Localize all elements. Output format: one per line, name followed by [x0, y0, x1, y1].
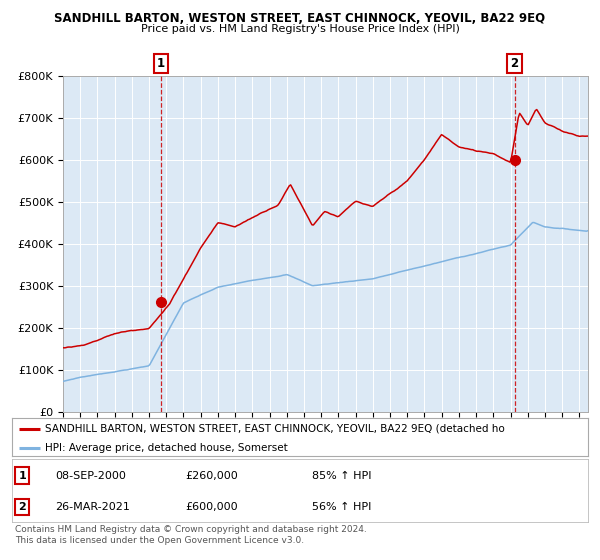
Text: 1: 1: [19, 470, 26, 480]
Text: SANDHILL BARTON, WESTON STREET, EAST CHINNOCK, YEOVIL, BA22 9EQ: SANDHILL BARTON, WESTON STREET, EAST CHI…: [55, 12, 545, 25]
Text: £260,000: £260,000: [185, 470, 238, 480]
Text: 1: 1: [157, 57, 165, 70]
Text: HPI: Average price, detached house, Somerset: HPI: Average price, detached house, Some…: [45, 443, 287, 453]
Text: 08-SEP-2000: 08-SEP-2000: [55, 470, 126, 480]
Text: 56% ↑ HPI: 56% ↑ HPI: [311, 502, 371, 512]
Text: Contains HM Land Registry data © Crown copyright and database right 2024.
This d: Contains HM Land Registry data © Crown c…: [15, 525, 367, 545]
Text: Price paid vs. HM Land Registry's House Price Index (HPI): Price paid vs. HM Land Registry's House …: [140, 24, 460, 34]
Text: 2: 2: [19, 502, 26, 512]
Text: 85% ↑ HPI: 85% ↑ HPI: [311, 470, 371, 480]
Text: SANDHILL BARTON, WESTON STREET, EAST CHINNOCK, YEOVIL, BA22 9EQ (detached ho: SANDHILL BARTON, WESTON STREET, EAST CHI…: [45, 424, 505, 434]
Text: £600,000: £600,000: [185, 502, 238, 512]
Text: 2: 2: [511, 57, 518, 70]
Text: 26-MAR-2021: 26-MAR-2021: [55, 502, 130, 512]
